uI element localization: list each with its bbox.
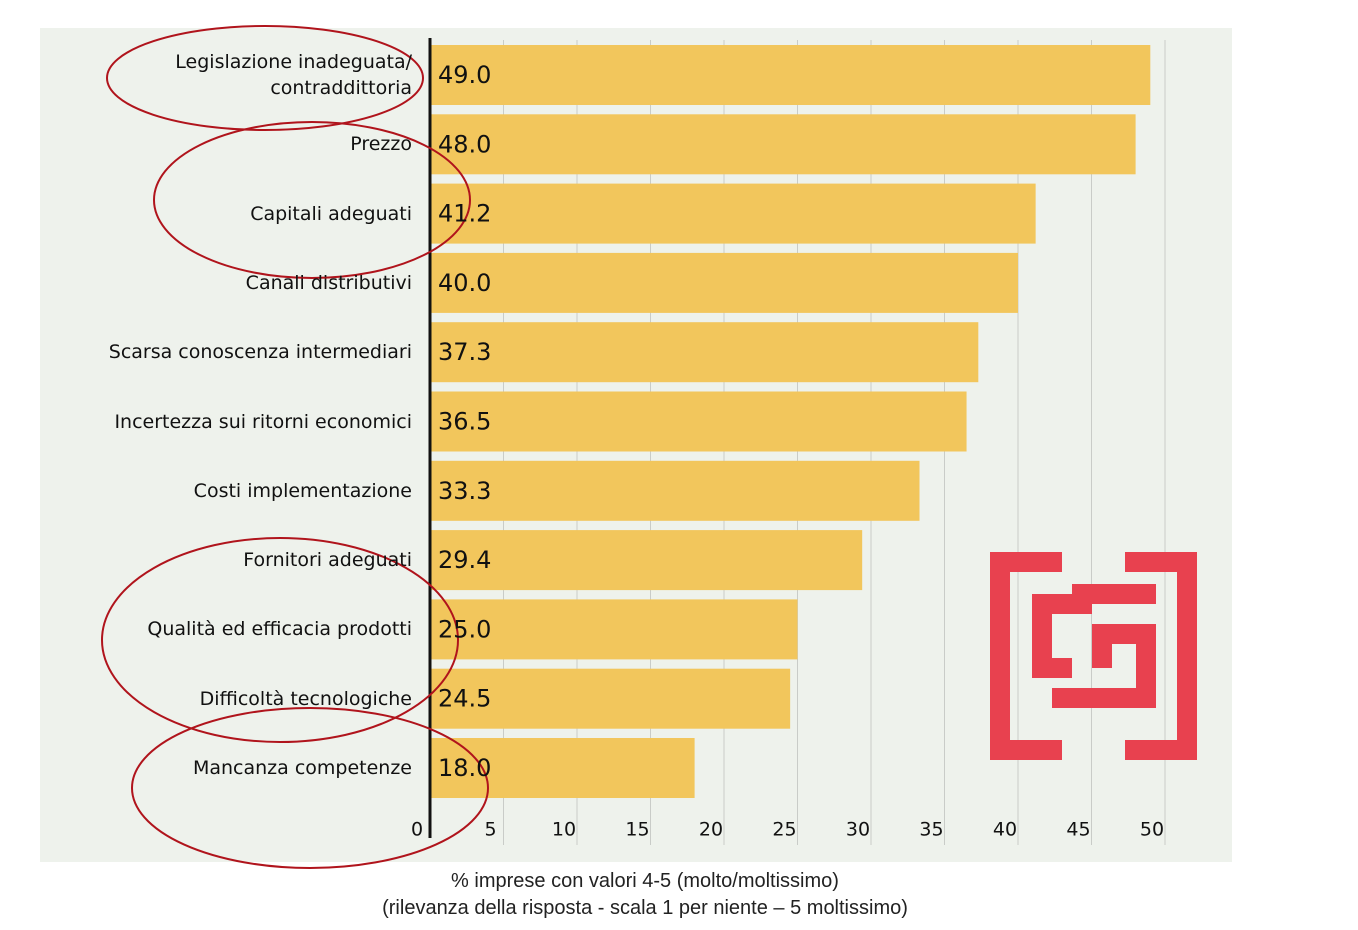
category-label: Difficoltà tecnologiche bbox=[199, 687, 412, 710]
x-tick-label: 40 bbox=[993, 819, 1017, 841]
category-label: Incertezza sui ritorni economici bbox=[114, 410, 412, 433]
value-label: 29.4 bbox=[438, 546, 491, 574]
x-tick-label: 0 bbox=[411, 819, 423, 841]
value-label: 41.2 bbox=[438, 200, 491, 228]
x-tick-label: 5 bbox=[484, 819, 496, 841]
x-tick-label: 10 bbox=[552, 819, 576, 841]
bar bbox=[430, 599, 798, 660]
bar bbox=[430, 45, 1151, 105]
x-tick-label: 30 bbox=[846, 819, 870, 841]
category-label: Capitali adeguati bbox=[250, 202, 412, 225]
bar bbox=[430, 668, 791, 729]
bar bbox=[430, 322, 979, 383]
bar bbox=[430, 114, 1136, 175]
value-label: 37.3 bbox=[438, 338, 491, 366]
x-tick-label: 50 bbox=[1140, 819, 1164, 841]
bar bbox=[430, 252, 1018, 313]
logo bbox=[990, 552, 1197, 760]
value-label: 40.0 bbox=[438, 269, 491, 297]
x-tick-label: 15 bbox=[625, 819, 649, 841]
bar bbox=[430, 530, 863, 591]
category-label: Prezzo bbox=[350, 133, 412, 156]
category-label: Qualità ed efficacia prodotti bbox=[147, 618, 412, 641]
annotations bbox=[101, 25, 489, 869]
value-label: 24.5 bbox=[438, 685, 491, 713]
category-label: Mancanza competenze bbox=[192, 757, 412, 779]
category-label: Costi implementazione bbox=[193, 479, 412, 502]
category-label: Fornitori adeguati bbox=[243, 549, 412, 572]
value-label: 18.0 bbox=[438, 754, 491, 782]
x-axis-label: % imprese con valori 4-5 (molto/moltissi… bbox=[382, 870, 908, 919]
value-label: 33.3 bbox=[438, 477, 491, 505]
x-tick-label: 25 bbox=[772, 819, 796, 841]
bar bbox=[430, 738, 695, 798]
value-label: 48.0 bbox=[438, 130, 491, 158]
category-label: Canali distributivi bbox=[245, 271, 412, 294]
x-tick-label: 45 bbox=[1066, 819, 1090, 841]
bar bbox=[430, 183, 1036, 244]
bar bbox=[430, 391, 967, 452]
category-label: Legislazione inadeguata/ contraddittoria bbox=[175, 51, 412, 99]
x-tick-label: 20 bbox=[699, 819, 723, 841]
value-label: 36.5 bbox=[438, 408, 491, 436]
value-label: 25.0 bbox=[438, 615, 491, 643]
bar bbox=[430, 460, 920, 521]
value-label: 49.0 bbox=[438, 61, 491, 89]
x-tick-label: 35 bbox=[919, 819, 943, 841]
category-label: Scarsa conoscenza intermediari bbox=[108, 341, 412, 364]
